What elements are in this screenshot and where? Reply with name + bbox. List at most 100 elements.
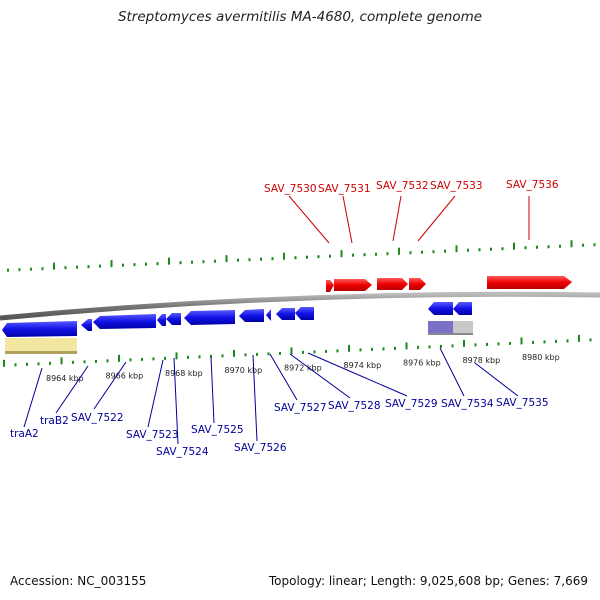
reverse-scale-tick xyxy=(359,348,362,352)
callout-line-SAV_7531 xyxy=(342,195,353,244)
feature-purple-block[interactable] xyxy=(428,321,453,334)
gene-label-SAV_7524[interactable]: SAV_7524 xyxy=(156,446,209,458)
gene-arrow-SAV_7532[interactable] xyxy=(377,278,408,290)
gene-label-SAV_7526[interactable]: SAV_7526 xyxy=(234,442,287,454)
scale-label: 8980 kbp xyxy=(522,353,560,362)
reverse-scale-tick xyxy=(405,342,408,350)
reverse-scale-tick xyxy=(141,357,143,361)
feature-yellow-block[interactable] xyxy=(5,338,77,352)
gene-arrow-SAV_7527[interactable] xyxy=(266,309,271,321)
forward-scale-tick xyxy=(133,263,136,267)
gene-label-SAV_7533[interactable]: SAV_7533 xyxy=(430,180,483,192)
gene-arrow-SAV_7522[interactable] xyxy=(93,314,156,329)
reverse-scale-tick xyxy=(129,358,132,362)
forward-scale-tick xyxy=(7,268,9,272)
scale-label: 8966 kbp xyxy=(106,371,144,380)
feature-blocks xyxy=(5,321,473,354)
scale-label: 8970 kbp xyxy=(225,366,263,375)
gene-label-SAV_7527[interactable]: SAV_7527 xyxy=(274,402,327,414)
gene-arrow-SAV_7530[interactable] xyxy=(326,280,334,292)
gene-arrow-SAV_7524[interactable] xyxy=(166,313,181,325)
reverse-gene-arrows xyxy=(2,302,472,337)
gene-label-SAV_7529[interactable]: SAV_7529 xyxy=(385,398,438,410)
callout-line-SAV_7529 xyxy=(307,352,408,397)
gene-label-SAV_7536[interactable]: SAV_7536 xyxy=(506,179,559,191)
callout-line-SAV_7523 xyxy=(147,359,164,428)
reverse-scale-tick xyxy=(95,359,97,363)
reverse-scale-tick xyxy=(60,357,63,365)
gene-arrow-SAV_7531[interactable] xyxy=(334,279,372,291)
genome-stats-label: Topology: linear; Length: 9,025,608 bp; … xyxy=(268,574,588,588)
reverse-scale-tick xyxy=(394,346,396,350)
forward-scale-tick xyxy=(294,256,297,260)
forward-scale-tick xyxy=(122,263,124,267)
reverse-scale-tick xyxy=(290,347,293,355)
reverse-scale-tick xyxy=(14,363,17,367)
gene-label-SAV_7523[interactable]: SAV_7523 xyxy=(126,429,179,441)
reverse-scale-tick xyxy=(451,344,454,348)
reverse-scale-tick xyxy=(49,361,51,365)
forward-scale-tick xyxy=(582,243,584,247)
forward-scale-tick xyxy=(375,252,377,256)
gene-arrow-SAV_7534[interactable] xyxy=(428,302,453,315)
reverse-scale-tick xyxy=(210,354,212,358)
forward-scale-tick xyxy=(490,247,492,251)
gene-arrow-SAV_7533[interactable] xyxy=(409,278,426,290)
forward-scale-tick xyxy=(237,258,239,262)
forward-scale-tick xyxy=(432,250,435,254)
reverse-scale-tick xyxy=(72,360,74,364)
scale-label: 8972 kbp xyxy=(284,364,322,373)
accession-label: Accession: NC_003155 xyxy=(10,574,147,588)
gene-label-SAV_7531[interactable]: SAV_7531 xyxy=(318,183,371,195)
callout-line-SAV_7524 xyxy=(173,357,179,445)
gene-label-SAV_7522[interactable]: SAV_7522 xyxy=(71,412,124,424)
forward-scale-tick xyxy=(214,259,216,263)
gene-label-SAV_7530[interactable]: SAV_7530 xyxy=(264,183,317,195)
gene-arrow-SAV_7529[interactable] xyxy=(295,307,314,320)
callout-line-SAV_7526 xyxy=(252,354,258,442)
scale-label: 8976 kbp xyxy=(403,358,441,367)
reverse-scale-tick xyxy=(267,352,270,356)
forward-scale-tick xyxy=(145,262,147,266)
gene-label-SAV_7534[interactable]: SAV_7534 xyxy=(441,398,494,410)
forward-scale-tick xyxy=(593,243,596,247)
gene-label-SAV_7528[interactable]: SAV_7528 xyxy=(328,400,381,412)
reverse-scale-tick xyxy=(106,359,109,363)
gene-arrow-traA2[interactable] xyxy=(2,321,77,337)
gene-label-SAV_7535[interactable]: SAV_7535 xyxy=(496,397,549,409)
gene-arrow-SAV_7528[interactable] xyxy=(276,308,295,320)
gene-label-SAV_7532[interactable]: SAV_7532 xyxy=(376,180,429,192)
reverse-scale-tick xyxy=(302,350,304,354)
feature-block-shadow xyxy=(428,333,473,335)
reverse-scale-tick xyxy=(348,344,350,352)
gene-arrow-SAV_7536[interactable] xyxy=(487,276,572,289)
reverse-scale-tick xyxy=(417,345,419,349)
gene-label-traA2[interactable]: traA2 xyxy=(10,428,39,440)
reverse-scale-tick xyxy=(578,334,580,342)
forward-scale-tick xyxy=(53,262,55,270)
forward-scale-tick xyxy=(202,260,205,264)
forward-scale-tick xyxy=(536,245,538,249)
forward-scale-tick xyxy=(501,247,504,251)
forward-scale-tick xyxy=(513,242,515,250)
forward-scale-tick xyxy=(18,268,21,272)
reverse-scale-tick xyxy=(336,349,339,353)
forward-scale-tick xyxy=(398,247,400,255)
gene-label-SAV_7525[interactable]: SAV_7525 xyxy=(191,424,244,436)
gene-label-traB2[interactable]: traB2 xyxy=(40,415,69,427)
gene-arrow-SAV_7523[interactable] xyxy=(157,314,166,326)
gene-arrow-SAV_7526[interactable] xyxy=(239,309,264,322)
forward-scale-tick xyxy=(260,257,262,261)
forward-scale-tick xyxy=(248,258,251,262)
gene-arrow-SAV_7535[interactable] xyxy=(453,302,472,315)
forward-scale-tick xyxy=(99,264,101,268)
feature-grey-block[interactable] xyxy=(453,321,473,334)
gene-arrow-traB2[interactable] xyxy=(81,319,92,331)
forward-scale-tick xyxy=(409,251,412,255)
forward-scale-tick xyxy=(179,261,182,265)
gene-arrow-SAV_7525[interactable] xyxy=(184,310,235,325)
reverse-scale-tick xyxy=(555,339,557,343)
forward-scale-tick xyxy=(570,240,573,248)
reverse-scale-tick xyxy=(198,355,201,359)
